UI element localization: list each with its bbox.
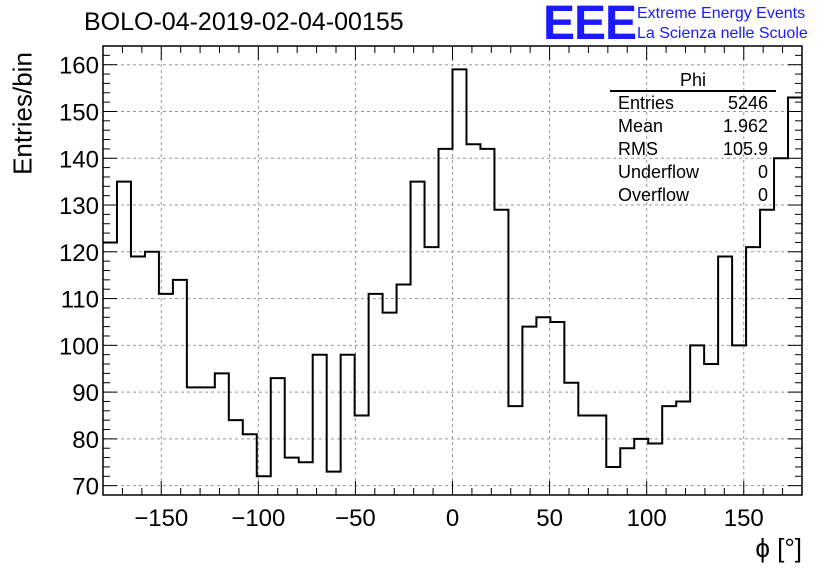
histogram-bin bbox=[229, 420, 243, 495]
stats-row-entries: Entries 5246 bbox=[610, 92, 776, 115]
histogram-step-line bbox=[103, 68, 802, 478]
histogram-bin bbox=[522, 327, 536, 495]
stats-value: 0 bbox=[757, 162, 768, 182]
histogram-bin bbox=[662, 406, 676, 495]
histogram-bin bbox=[299, 462, 313, 495]
histogram-bin bbox=[383, 313, 397, 495]
histogram-bin bbox=[578, 415, 592, 495]
histogram-bin bbox=[676, 401, 690, 495]
tick-labels: −150 −100 −50 0 50 100 150 70 80 90 100 110 120 130 14… bbox=[59, 53, 764, 532]
y-tick-label: 110 bbox=[61, 287, 99, 314]
histogram-bin bbox=[341, 355, 355, 495]
logo-caption-line1: Extreme Energy Events bbox=[637, 5, 806, 22]
x-tick-label: −100 bbox=[231, 505, 285, 532]
x-axis-label: ϕ [°] bbox=[755, 533, 802, 563]
histogram-bin bbox=[606, 467, 620, 495]
plot-title: BOLO-04-2019-02-04-00155 bbox=[84, 8, 404, 36]
stats-box-title: Phi bbox=[610, 70, 776, 92]
histogram-bin bbox=[550, 322, 564, 495]
y-tick-label: 80 bbox=[72, 427, 99, 454]
axes bbox=[102, 45, 803, 496]
histogram-bin bbox=[369, 294, 383, 495]
x-tick-label: 0 bbox=[446, 505, 459, 532]
y-axis-label: Entries/bin bbox=[7, 52, 38, 175]
y-tick-label: 120 bbox=[59, 240, 99, 267]
histogram-series bbox=[103, 68, 802, 495]
histogram-bin bbox=[117, 182, 131, 495]
stats-label: Overflow bbox=[618, 185, 690, 205]
histogram-bin bbox=[592, 415, 606, 495]
histogram-bin bbox=[718, 256, 732, 495]
stats-value: 0 bbox=[757, 185, 768, 205]
y-tick-label: 70 bbox=[72, 474, 99, 501]
stats-row-mean: Mean 1.962 bbox=[610, 115, 776, 138]
stats-value: 5246 bbox=[727, 93, 768, 113]
histogram-bin bbox=[648, 444, 662, 495]
eee-logo: EEE bbox=[543, 0, 637, 50]
y-tick-label: 90 bbox=[72, 380, 99, 407]
histogram-bin bbox=[774, 158, 788, 495]
stats-row-underflow: Underflow 0 bbox=[610, 161, 776, 184]
histogram-bin bbox=[704, 364, 718, 495]
histogram-bin bbox=[187, 387, 201, 495]
x-tick-label: −50 bbox=[335, 505, 376, 532]
stats-label: RMS bbox=[618, 139, 658, 159]
x-tick-label: 100 bbox=[627, 505, 667, 532]
stats-box: Phi Entries 5246 Mean 1.962 RMS 105.9 Un… bbox=[610, 70, 776, 207]
histogram-bin bbox=[746, 247, 760, 495]
y-tick-label: 100 bbox=[59, 333, 99, 360]
y-tick-label: 130 bbox=[59, 193, 99, 220]
histogram-bin bbox=[313, 355, 327, 495]
histogram-bin bbox=[173, 280, 187, 495]
grid-lines bbox=[103, 46, 802, 495]
histogram-bin bbox=[271, 378, 285, 495]
histogram-bin bbox=[620, 448, 634, 495]
stats-row-overflow: Overflow 0 bbox=[610, 184, 776, 207]
histogram-bin bbox=[327, 472, 341, 495]
stats-label: Underflow bbox=[618, 162, 700, 182]
y-tick-label: 140 bbox=[59, 146, 99, 173]
histogram-bin bbox=[201, 387, 215, 495]
histogram-bin bbox=[508, 406, 522, 495]
y-tick-label: 160 bbox=[59, 53, 99, 80]
histogram-bin bbox=[494, 210, 508, 495]
histogram-bin bbox=[355, 415, 369, 495]
histogram-bin bbox=[397, 285, 411, 495]
histogram-bin bbox=[480, 149, 494, 495]
histogram-bin bbox=[425, 247, 439, 495]
histogram-bin bbox=[788, 97, 802, 495]
histogram-bin bbox=[439, 149, 453, 495]
histogram-bin bbox=[411, 182, 425, 495]
logo-caption-line2: La Scienza nelle Scuole bbox=[637, 25, 808, 42]
histogram-bin bbox=[215, 373, 229, 495]
histogram-bin bbox=[145, 252, 159, 495]
logo-caption: Extreme Energy Events La Scienza nelle S… bbox=[637, 4, 808, 44]
stats-label: Mean bbox=[618, 116, 664, 136]
histogram-bin bbox=[257, 476, 271, 495]
histogram-bin bbox=[634, 439, 648, 495]
x-tick-label: 50 bbox=[536, 505, 563, 532]
x-tick-label: −150 bbox=[134, 505, 188, 532]
histogram-bin bbox=[760, 210, 774, 495]
stats-value: 105.9 bbox=[722, 139, 768, 159]
histogram-bin bbox=[690, 345, 704, 495]
stats-value: 1.962 bbox=[722, 116, 768, 136]
x-tick-label: 150 bbox=[724, 505, 764, 532]
histogram-bin bbox=[536, 317, 550, 495]
histogram-bin bbox=[285, 458, 299, 495]
y-tick-label: 150 bbox=[59, 99, 99, 126]
histogram-bin bbox=[466, 144, 480, 495]
histogram-bin bbox=[453, 69, 467, 495]
stats-label: Entries bbox=[618, 93, 675, 113]
histogram-bin bbox=[131, 256, 145, 495]
stats-row-rms: RMS 105.9 bbox=[610, 138, 776, 161]
